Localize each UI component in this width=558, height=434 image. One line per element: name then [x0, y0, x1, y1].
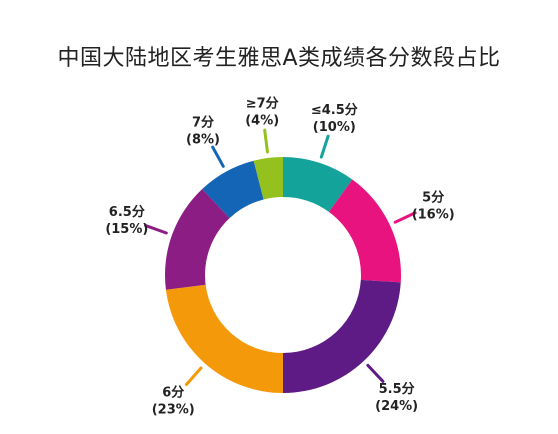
leader-line	[144, 224, 168, 235]
leader-line	[366, 363, 385, 383]
donut-slice	[328, 179, 401, 283]
leader-line	[319, 134, 330, 159]
category-label: 5分	[422, 189, 444, 205]
leader-line	[263, 128, 269, 154]
percent-label: (8%)	[186, 133, 220, 148]
category-label: 7分	[192, 115, 214, 131]
donut-slice	[283, 157, 353, 212]
leader-line	[184, 366, 203, 387]
category-label: 5.5分	[379, 381, 415, 397]
percent-label: (16%)	[412, 207, 455, 222]
percent-label: (4%)	[245, 113, 279, 128]
donut-slice	[165, 188, 230, 290]
category-label: 6.5分	[109, 204, 145, 220]
percent-label: (10%)	[313, 120, 356, 135]
category-label: ≤4.5分	[311, 102, 358, 118]
leader-line	[211, 145, 225, 168]
leader-line	[393, 211, 417, 224]
donut-slice	[253, 157, 283, 200]
chart-title: 中国大陆地区考生雅思A类成绩各分数段占比	[57, 46, 501, 71]
category-label: 6分	[162, 385, 184, 401]
percent-label: (24%)	[375, 399, 418, 414]
donut-slice	[283, 279, 401, 393]
percent-label: (15%)	[105, 222, 148, 237]
donut-slice	[202, 160, 264, 219]
percent-label: (23%)	[152, 403, 195, 418]
category-label: ≥7分	[246, 95, 279, 111]
donut-slice	[165, 284, 283, 394]
